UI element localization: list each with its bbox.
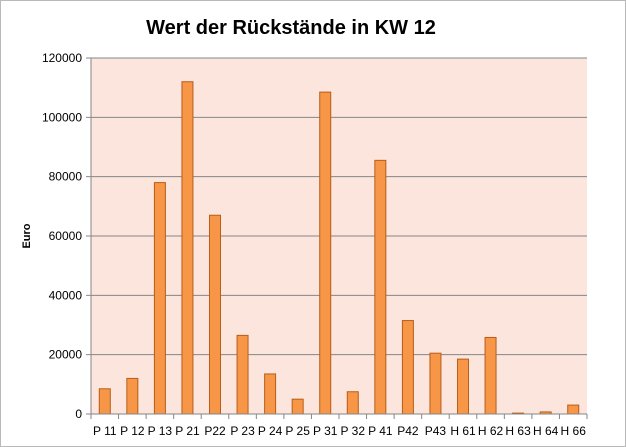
bar — [126, 377, 139, 415]
y-tick-label: 120000 — [42, 51, 82, 65]
chart-title: Wert der Rückstände in KW 12 — [146, 17, 436, 39]
bar — [209, 214, 221, 415]
x-axis-ticks: P 11 P 12 P 13 P 21 P22 P 23 P 24 P 25 P 31 P 32 P… — [90, 414, 588, 438]
bar — [374, 159, 387, 415]
y-axis-label: Euro — [21, 223, 33, 248]
x-tick-label: P22 — [204, 424, 226, 438]
x-tick-label: P 25 — [285, 424, 310, 438]
bar — [319, 91, 332, 415]
y-tick-label: 20000 — [49, 348, 83, 362]
bar — [181, 81, 194, 415]
x-tick-label: P 24 — [258, 424, 283, 438]
x-tick-label: P 11 — [93, 424, 117, 438]
x-tick-label: P 21 — [175, 424, 200, 438]
x-tick-label: P 41 — [368, 424, 393, 438]
x-tick-label: P 31 — [313, 424, 338, 438]
bar — [567, 404, 580, 415]
y-tick-label: 100000 — [42, 110, 82, 124]
y-tick-label: 80000 — [49, 170, 83, 184]
y-tick-label: 0 — [75, 407, 82, 421]
x-tick-label: P43 — [425, 424, 447, 438]
bar — [264, 373, 277, 415]
y-axis-ticks: 0 20000 40000 60000 80000 100000 120000 — [42, 51, 91, 421]
bar — [98, 388, 111, 415]
x-tick-label: H 61 — [450, 424, 476, 438]
x-tick-label: H 62 — [478, 424, 504, 438]
gridlines — [91, 57, 587, 356]
bar — [346, 391, 359, 415]
bar — [429, 352, 442, 415]
x-tick-label: P 23 — [230, 424, 255, 438]
x-tick-label: H 64 — [533, 424, 559, 438]
bar — [401, 320, 414, 415]
bar — [291, 398, 304, 415]
x-tick-label: H 63 — [505, 424, 531, 438]
bar — [484, 336, 497, 415]
x-tick-label: H 66 — [561, 424, 587, 438]
x-tick-label: P42 — [397, 424, 419, 438]
bar — [457, 358, 469, 415]
y-tick-label: 40000 — [49, 288, 83, 302]
bar — [236, 334, 249, 415]
x-tick-label: P 32 — [341, 424, 366, 438]
y-tick-label: 60000 — [49, 229, 83, 243]
x-tick-label: P 13 — [148, 424, 173, 438]
bars — [98, 81, 580, 415]
bar — [153, 182, 166, 415]
x-tick-label: P 12 — [120, 424, 145, 438]
